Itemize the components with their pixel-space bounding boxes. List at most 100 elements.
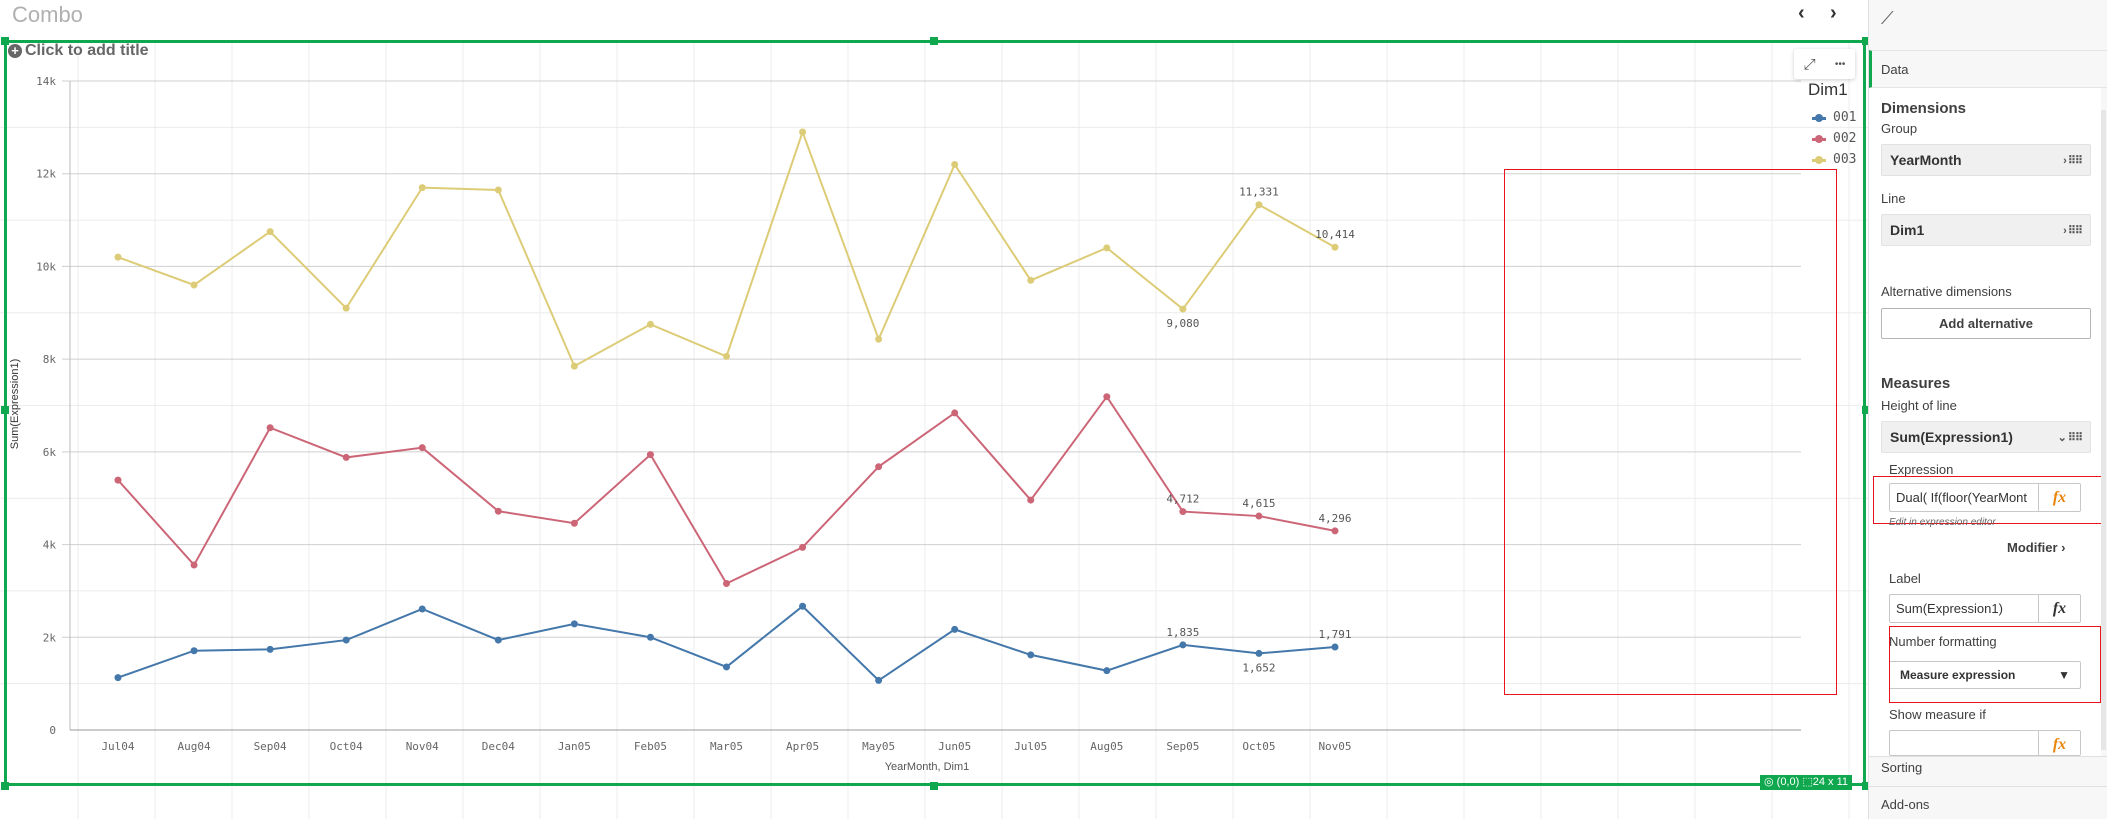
data-point-001 — [570, 620, 578, 628]
line-chart-icon: ⟋ — [1881, 8, 1894, 28]
data-point-001 — [342, 636, 350, 644]
dimension-yearmonth[interactable]: YearMonth › ⠿⠿ — [1881, 144, 2091, 176]
data-point-001 — [1179, 641, 1187, 649]
fx-icon[interactable]: fx — [2038, 595, 2080, 622]
x-tick-label: Aug04 — [178, 740, 211, 753]
x-tick-label: Oct04 — [330, 740, 363, 753]
number-formatting-label: Number formatting — [1889, 634, 1997, 649]
data-point-001 — [1331, 643, 1339, 651]
x-tick-label: Jul04 — [101, 740, 134, 753]
expression-input[interactable]: Dual( If(floor(YearMont fx — [1889, 483, 2081, 512]
properties-panel: ⟋ Data Dimensions Group YearMonth › ⠿⠿ Li… — [1868, 0, 2107, 819]
data-label: 4,615 — [1242, 497, 1275, 510]
modifier-button[interactable]: Modifier › — [2007, 540, 2066, 555]
x-tick-label: May05 — [862, 740, 895, 753]
data-point-002 — [494, 507, 502, 515]
resize-handle[interactable] — [1, 782, 9, 790]
previous-sheet-button[interactable]: ‹ — [1798, 2, 1805, 24]
more-options-icon[interactable]: ••• — [1834, 58, 1846, 70]
data-point-003 — [1027, 276, 1035, 284]
chevron-down-drag-icon[interactable]: ⌄ ⠿⠿ — [2057, 431, 2083, 444]
data-point-002 — [1027, 496, 1035, 504]
add-alternative-button[interactable]: Add alternative — [1881, 308, 2091, 339]
resize-handle[interactable] — [930, 37, 938, 45]
legend-item-001[interactable]: 001 — [1812, 110, 1856, 126]
tab-data[interactable]: Data — [1869, 50, 2107, 88]
data-label: 1,652 — [1242, 661, 1275, 674]
data-point-002 — [1255, 512, 1263, 520]
data-label: 9,080 — [1166, 317, 1199, 330]
data-point-001 — [418, 605, 426, 613]
x-tick-label: Dec04 — [482, 740, 515, 753]
data-point-003 — [494, 186, 502, 194]
data-point-002 — [266, 424, 274, 432]
data-point-003 — [418, 184, 426, 192]
highlight-box-number-formatting — [1889, 626, 2101, 703]
data-point-003 — [1255, 201, 1263, 209]
resize-handle[interactable] — [1, 406, 9, 414]
resize-handle[interactable] — [1, 37, 9, 45]
data-point-001 — [190, 647, 198, 655]
data-point-001 — [1103, 667, 1111, 675]
next-sheet-button[interactable]: › — [1830, 2, 1837, 24]
panel-scrollbar[interactable] — [2101, 110, 2106, 750]
number-formatting-dropdown[interactable]: Measure expression ▼ — [1889, 661, 2081, 689]
data-point-003 — [1103, 244, 1111, 252]
chart-hover-menu: ⤢ ••• — [1794, 49, 1855, 79]
add-title-button[interactable]: + Click to add title — [8, 42, 149, 60]
fx-icon[interactable]: fx — [2038, 731, 2080, 755]
y-tick-label: 4k — [43, 539, 57, 552]
data-label: 4,296 — [1318, 512, 1351, 525]
data-point-002 — [342, 453, 350, 461]
edit-in-expression-editor-link[interactable]: Edit in expression editor — [1889, 517, 1996, 528]
data-point-001 — [951, 625, 959, 633]
legend-swatch — [1812, 134, 1826, 143]
measures-heading: Measures — [1881, 375, 1951, 392]
data-point-003 — [570, 362, 578, 370]
dimension-dim1[interactable]: Dim1 › ⠿⠿ — [1881, 214, 2091, 246]
sorting-section[interactable]: Sorting — [1881, 760, 1923, 775]
addons-section[interactable]: Add-ons — [1881, 797, 1930, 812]
data-point-001 — [1027, 651, 1035, 659]
x-tick-label: Jul05 — [1014, 740, 1047, 753]
measure-sum-expression1[interactable]: Sum(Expression1) ⌄ ⠿⠿ — [1881, 421, 2091, 453]
data-point-001 — [494, 636, 502, 644]
fx-icon[interactable]: fx — [2038, 484, 2080, 511]
data-point-003 — [646, 320, 654, 328]
data-point-003 — [799, 128, 807, 136]
y-tick-label: 14k — [36, 75, 56, 88]
data-label: 1,791 — [1318, 628, 1351, 641]
expand-icon[interactable]: ⤢ — [1803, 55, 1816, 73]
highlight-box-chart — [1504, 169, 1837, 695]
y-tick-label: 0 — [49, 724, 56, 737]
resize-handle[interactable] — [1862, 406, 1870, 414]
label-input[interactable]: Sum(Expression1) fx — [1889, 594, 2081, 623]
data-point-001 — [266, 645, 274, 653]
legend-item-003[interactable]: 003 — [1812, 152, 1856, 168]
data-point-001 — [875, 676, 883, 684]
show-measure-if-input[interactable]: fx — [1889, 730, 2081, 756]
resize-handle[interactable] — [930, 782, 938, 790]
data-label: 1,835 — [1166, 626, 1199, 639]
data-point-002 — [1179, 508, 1187, 516]
y-axis-title: Sum(Expression1) — [9, 359, 21, 449]
data-point-002 — [875, 463, 883, 471]
dimensions-heading: Dimensions — [1881, 100, 1967, 117]
y-tick-label: 6k — [43, 446, 57, 459]
data-label: 11,331 — [1239, 186, 1279, 199]
expression-label: Expression — [1889, 462, 1954, 477]
x-tick-label: Feb05 — [634, 740, 667, 753]
x-axis-title: YearMonth, Dim1 — [885, 761, 970, 773]
resize-handle[interactable] — [1862, 37, 1870, 45]
data-point-003 — [190, 281, 198, 289]
y-tick-label: 10k — [36, 260, 56, 273]
status-badge: ◎ (0,0) ⬚24 x 11 — [1760, 775, 1853, 790]
legend-item-002[interactable]: 002 — [1812, 131, 1856, 147]
data-point-001 — [1255, 649, 1263, 657]
y-tick-label: 8k — [43, 353, 57, 366]
resize-handle[interactable] — [1862, 782, 1870, 790]
data-point-003 — [875, 335, 883, 343]
chevron-right-drag-icon[interactable]: › ⠿⠿ — [2063, 224, 2083, 237]
chevron-right-drag-icon[interactable]: › ⠿⠿ — [2063, 154, 2083, 167]
x-tick-label: Sep04 — [254, 740, 287, 753]
